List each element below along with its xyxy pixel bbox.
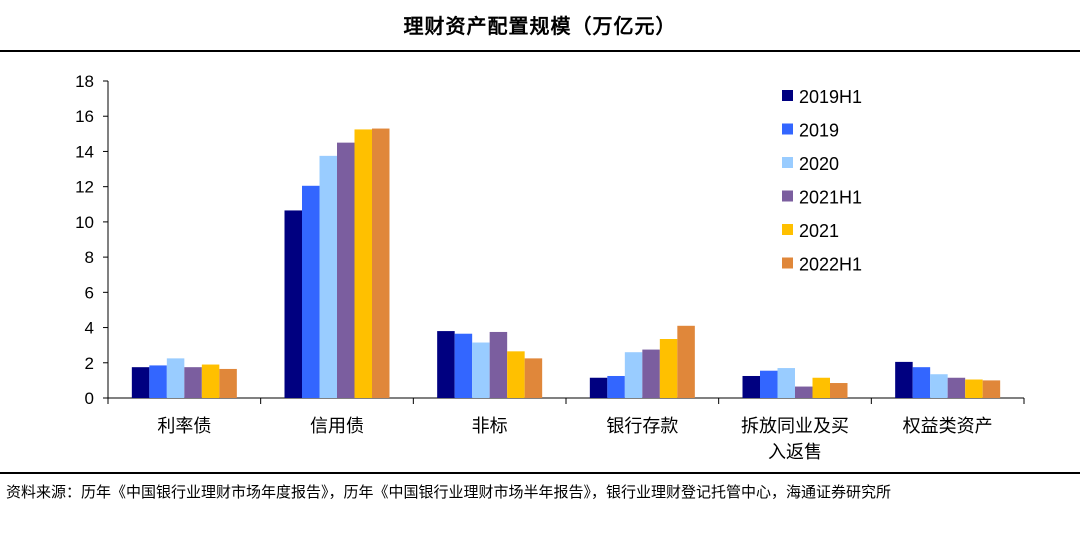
bar [149, 365, 167, 398]
bar [930, 374, 948, 398]
bar [166, 358, 185, 398]
y-tick-label: 8 [85, 248, 94, 267]
bar [354, 129, 372, 399]
bar [284, 210, 302, 398]
x-category-label: 利率债 [157, 416, 211, 437]
legend-label: 2019 [799, 121, 839, 141]
y-axis-ticks: 0 2 4 6 8 10 12 14 16 18 [75, 72, 108, 408]
bar [947, 377, 966, 398]
bar [131, 367, 150, 398]
bar [589, 377, 608, 398]
x-category-label: 信用债 [310, 416, 364, 437]
y-tick-label: 6 [85, 283, 94, 302]
bar [677, 325, 695, 398]
bar [489, 331, 508, 398]
x-category-label: 银行存款 [606, 416, 678, 437]
bar [982, 380, 1001, 398]
legend-swatch [782, 123, 793, 135]
x-category-label: 入返售 [768, 442, 822, 463]
legend-label: 2019H1 [799, 87, 862, 107]
y-tick-label: 18 [75, 72, 94, 91]
y-tick-label: 4 [85, 319, 94, 338]
bottom-rule [0, 472, 1080, 474]
legend-label: 2022H1 [799, 255, 862, 275]
top-rule [0, 50, 1080, 52]
bar [912, 367, 931, 398]
bar [472, 342, 490, 398]
bar [437, 331, 455, 398]
bar [830, 383, 848, 398]
x-category-label: 拆放同业及买 [741, 416, 849, 437]
legend-label: 2020 [799, 154, 839, 174]
legend-swatch [782, 224, 793, 235]
y-tick-label: 10 [75, 213, 94, 232]
bar [659, 339, 678, 398]
legend-swatch [782, 157, 793, 168]
bar [624, 352, 643, 398]
bar [760, 370, 778, 398]
y-tick-label: 14 [75, 142, 94, 161]
bar [507, 351, 525, 398]
legend-label: 2021H1 [799, 188, 862, 208]
bars [131, 128, 1001, 399]
bar [454, 333, 473, 398]
y-tick-label: 16 [75, 107, 94, 126]
x-category-label: 非标 [472, 416, 508, 437]
legend-label: 2021 [799, 221, 839, 241]
legend-swatch [782, 190, 793, 202]
bar [607, 375, 625, 398]
bar [201, 364, 220, 398]
bar [895, 361, 913, 398]
bar [795, 386, 813, 398]
bar [777, 368, 795, 398]
bar [742, 375, 760, 398]
legend-swatch [782, 90, 793, 101]
x-category-label: 权益类资产 [903, 416, 993, 437]
legend-swatch [782, 257, 793, 269]
bar [812, 377, 830, 398]
bar [642, 349, 660, 398]
y-tick-label: 12 [75, 178, 94, 197]
source-note: 资料来源：历年《中国银行业理财市场年度报告》，历年《中国银行业理财市场半年报告》… [6, 483, 892, 501]
legend: 2019H1 2019 2020 2021H1 2021 2022H1 [782, 87, 862, 275]
bar [372, 128, 390, 399]
bar [319, 155, 337, 398]
bar [184, 367, 202, 398]
bar [524, 358, 543, 398]
bar [337, 142, 355, 398]
y-tick-label: 0 [85, 389, 94, 408]
axes [107, 81, 1025, 404]
y-tick-label: 2 [85, 354, 94, 373]
bar [302, 185, 320, 398]
chart-title: 理财资产配置规模（万亿元） [403, 14, 677, 38]
bar [965, 379, 983, 398]
bar [219, 368, 237, 398]
